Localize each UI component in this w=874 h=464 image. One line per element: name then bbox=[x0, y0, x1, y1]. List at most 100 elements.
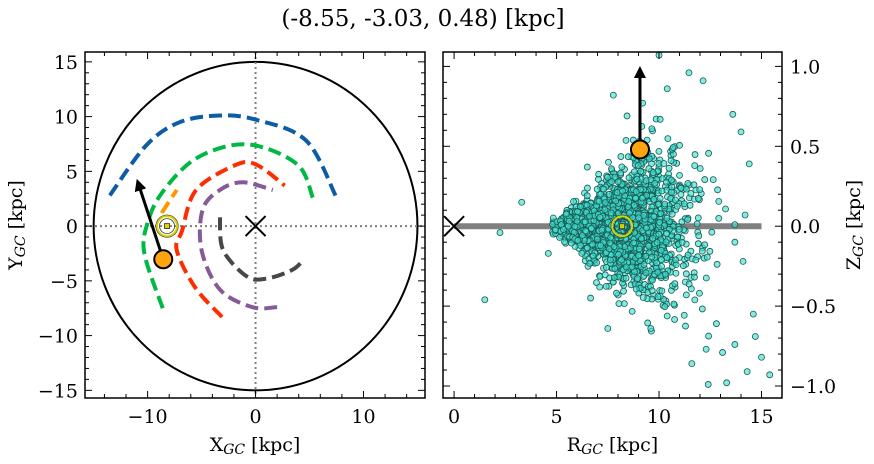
scatter-point bbox=[649, 234, 657, 242]
scatter-point bbox=[676, 141, 683, 149]
axes-frame bbox=[84, 51, 426, 399]
scatter-point bbox=[701, 241, 709, 249]
y-axis-label: YGC [kpc] bbox=[5, 180, 29, 271]
scatter-point bbox=[698, 305, 706, 313]
scatter-point bbox=[678, 218, 686, 226]
scatter-point bbox=[496, 229, 504, 236]
scatter-point bbox=[741, 211, 749, 219]
scatter-point bbox=[663, 214, 671, 222]
scatter-point bbox=[694, 195, 702, 202]
scatter-point bbox=[560, 226, 567, 233]
scatter-point bbox=[642, 252, 650, 260]
scatter-point bbox=[668, 176, 675, 184]
scatter-point bbox=[634, 161, 642, 169]
scatter-point bbox=[654, 293, 662, 301]
scatter-point bbox=[729, 110, 737, 118]
scatter-point bbox=[699, 77, 707, 85]
scatter-point bbox=[596, 213, 604, 221]
scatter-point bbox=[630, 201, 638, 209]
scatter-point bbox=[665, 164, 673, 172]
scatter-point bbox=[723, 379, 731, 387]
y-axis-label-part: Y bbox=[5, 257, 27, 271]
sun-ring-inner bbox=[614, 218, 631, 235]
x-axis-label: XGC [kpc] bbox=[210, 434, 301, 458]
boundary-circle bbox=[92, 60, 419, 392]
scatter-point bbox=[595, 175, 602, 183]
scatter-point bbox=[691, 273, 698, 281]
scatter-point bbox=[574, 237, 582, 244]
scatter-point bbox=[696, 165, 704, 172]
scatter-point bbox=[766, 371, 774, 379]
scatter-point bbox=[675, 226, 683, 233]
scatter-point bbox=[658, 187, 666, 195]
scatter-point bbox=[661, 200, 669, 208]
scatter-point bbox=[713, 320, 720, 328]
y-tick-label: 15 bbox=[54, 52, 78, 74]
scatter-point bbox=[655, 147, 663, 155]
scatter-point bbox=[751, 333, 759, 340]
scatter-point bbox=[581, 218, 589, 226]
scatter-point bbox=[677, 184, 685, 192]
x-tick-label: 15 bbox=[749, 406, 773, 428]
x-axis-label-part: GC bbox=[223, 442, 245, 458]
scatter-point bbox=[661, 303, 669, 311]
scatter-point bbox=[664, 135, 672, 143]
scatter-point bbox=[662, 238, 670, 246]
scatter-point bbox=[587, 294, 594, 302]
scatter-point bbox=[648, 253, 656, 261]
scatter-point bbox=[578, 232, 586, 239]
y-tick-label: −10 bbox=[38, 326, 78, 348]
spiral-arm-0 bbox=[108, 113, 339, 199]
y-tick-label: 0.5 bbox=[790, 136, 820, 158]
scatter-point bbox=[680, 311, 688, 319]
scatter-point bbox=[749, 310, 757, 318]
scatter-point bbox=[715, 197, 723, 205]
scatter-point bbox=[632, 285, 640, 293]
scatter-point bbox=[648, 125, 656, 133]
scatter-point bbox=[679, 262, 687, 270]
scatter-point bbox=[604, 325, 612, 332]
ticks: −10 0 10 −15 −10 −5 0 5 10 15 bbox=[38, 52, 425, 428]
y-tick-label: 0 bbox=[66, 216, 78, 238]
sun-center-dot bbox=[619, 223, 626, 230]
velocity-arrow bbox=[134, 178, 165, 260]
x-stroke bbox=[443, 215, 465, 237]
scatter-point bbox=[628, 307, 636, 315]
scatter-point bbox=[731, 238, 739, 246]
scatter-point bbox=[649, 169, 657, 176]
scatter-point bbox=[693, 220, 701, 228]
scatter-point bbox=[646, 155, 653, 163]
x-tick-label: 0 bbox=[448, 406, 460, 428]
scatter-point bbox=[682, 291, 690, 299]
scatter-point bbox=[605, 158, 612, 166]
scatter-point bbox=[642, 224, 650, 232]
scatter-point bbox=[677, 190, 685, 198]
scatter-point bbox=[658, 287, 666, 295]
scatter-point bbox=[617, 153, 625, 160]
y-axis-label-part: Z bbox=[843, 257, 865, 270]
scatter-point bbox=[685, 69, 693, 77]
scatter-point bbox=[613, 289, 620, 297]
y-tick-label: −0.5 bbox=[790, 296, 836, 318]
scatter-point bbox=[589, 252, 597, 260]
scatter-point bbox=[583, 201, 591, 209]
x-axis-label-part: [kpc] bbox=[603, 434, 658, 456]
scatter-point bbox=[645, 242, 653, 250]
scatter-point bbox=[639, 294, 647, 301]
scatter-point bbox=[663, 254, 671, 262]
scatter-point bbox=[660, 160, 668, 167]
scatter-point bbox=[687, 190, 695, 197]
scatter-point bbox=[632, 188, 640, 196]
scatter-point bbox=[655, 230, 663, 238]
scatter-point bbox=[696, 289, 703, 297]
scatter-point bbox=[625, 174, 633, 182]
scatter-point bbox=[600, 185, 608, 193]
spiral-arm-2 bbox=[159, 188, 179, 215]
scatter-point bbox=[702, 274, 710, 282]
scatter-point bbox=[630, 168, 638, 176]
scatter-point bbox=[635, 252, 643, 259]
x-tick-label: −10 bbox=[128, 406, 168, 428]
scatter-point bbox=[682, 322, 689, 330]
